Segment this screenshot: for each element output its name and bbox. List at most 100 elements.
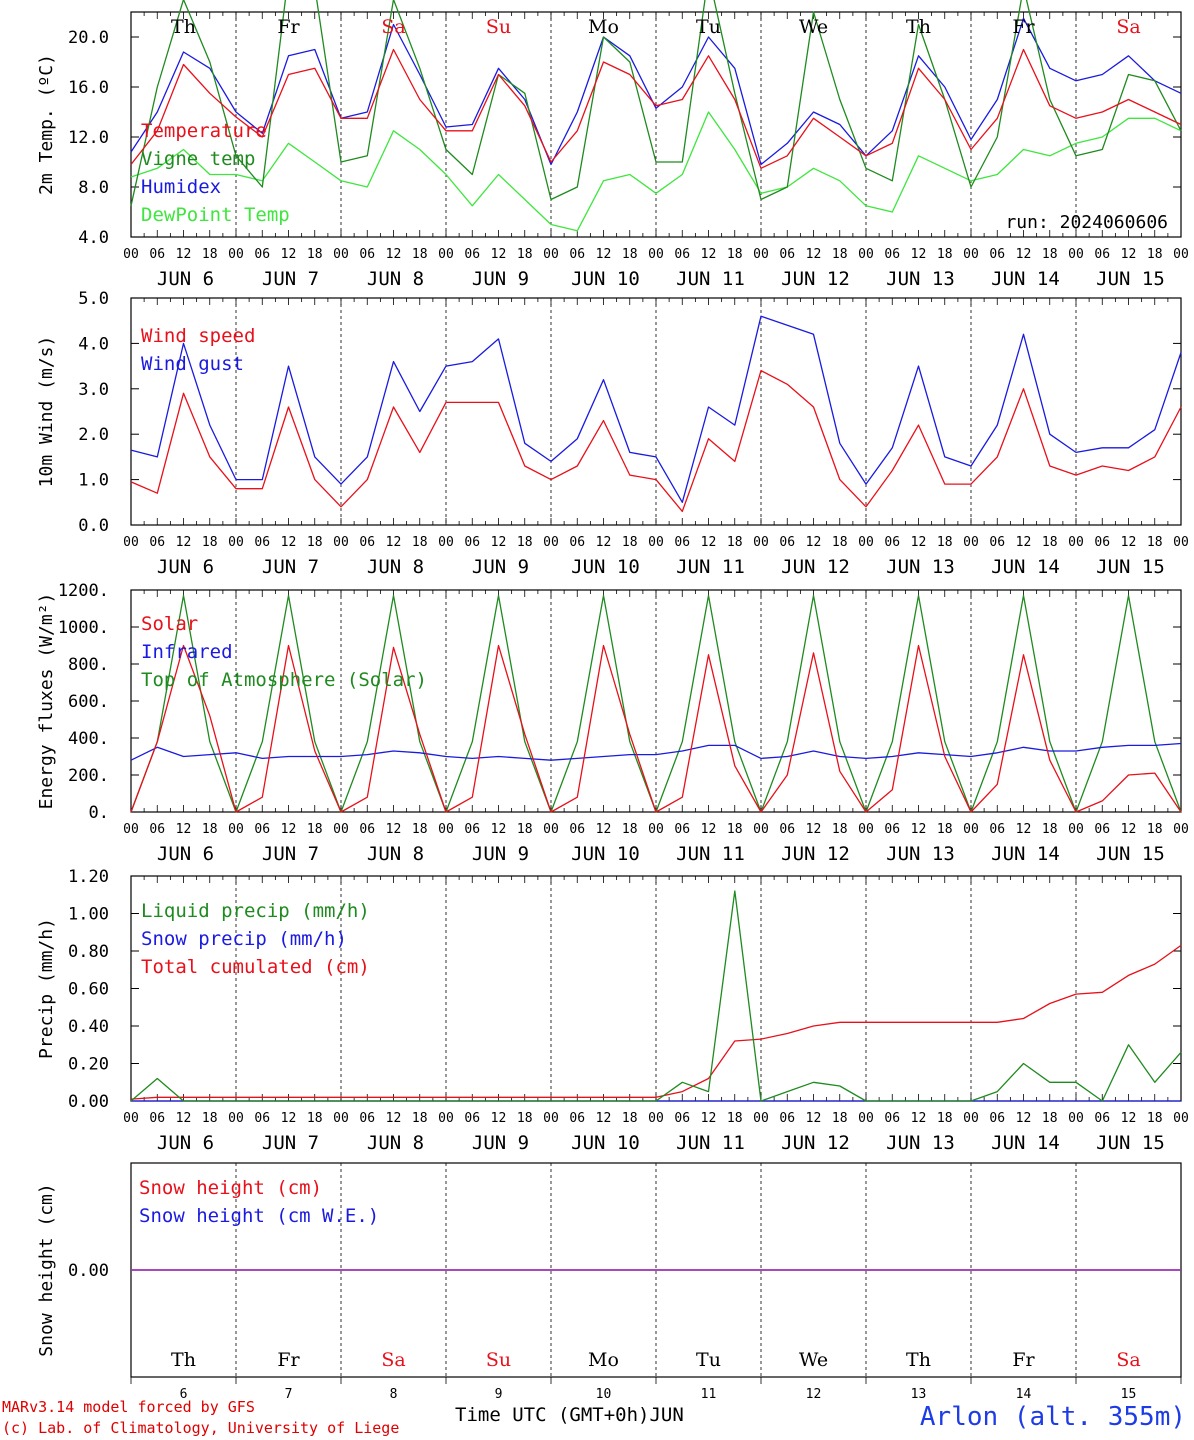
hour-label: 18 <box>727 822 743 837</box>
hour-label: 12 <box>1016 1111 1032 1126</box>
day-number-label: 14 <box>1016 1387 1032 1402</box>
hour-label: 18 <box>937 247 953 262</box>
hour-label: 12 <box>806 535 822 550</box>
weekday-label-top: Sa <box>381 16 405 38</box>
date-label: JUN 6 <box>157 843 214 865</box>
hour-label: 06 <box>569 535 585 550</box>
hour-label: 00 <box>753 1111 769 1126</box>
date-label: JUN 10 <box>571 1132 640 1154</box>
hour-label: 18 <box>1042 1111 1058 1126</box>
hour-label: 18 <box>1147 1111 1163 1126</box>
y-tick-label: 0.40 <box>68 1017 109 1037</box>
hour-label: 18 <box>1147 535 1163 550</box>
date-label: JUN 13 <box>886 556 955 578</box>
hour-label: 06 <box>1094 822 1110 837</box>
hour-label: 12 <box>176 1111 192 1126</box>
hour-label: 06 <box>989 535 1005 550</box>
hour-label: 12 <box>596 822 612 837</box>
day-number-label: 9 <box>495 1387 503 1402</box>
date-label: JUN 12 <box>781 556 850 578</box>
series-line-solar <box>130 644 1182 813</box>
y-tick-label: 800. <box>68 655 109 675</box>
date-label: JUN 13 <box>886 1132 955 1154</box>
weekday-label-bottom: Sa <box>1116 1349 1140 1371</box>
hour-label: 00 <box>543 247 559 262</box>
hour-label: 12 <box>281 822 297 837</box>
y-tick-label: 1200. <box>58 581 109 601</box>
hour-label: 00 <box>648 822 664 837</box>
series-line-wind-speed <box>130 369 1182 513</box>
hour-label: 06 <box>149 1111 165 1126</box>
y-tick-label: 8.0 <box>78 178 109 198</box>
date-label: JUN 8 <box>367 1132 424 1154</box>
weekday-label-bottom: Tu <box>696 1349 721 1371</box>
day-number-label: 15 <box>1121 1387 1137 1402</box>
hour-label: 12 <box>1121 247 1137 262</box>
hour-label: 00 <box>438 822 454 837</box>
hour-label: 00 <box>333 822 349 837</box>
hour-label: 00 <box>858 535 874 550</box>
date-label: JUN 15 <box>1096 556 1165 578</box>
hour-label: 00 <box>963 247 979 262</box>
hour-label: 12 <box>491 1111 507 1126</box>
legend-entry: Total cumulated (cm) <box>141 956 370 978</box>
series-line-wind-gust <box>130 315 1182 503</box>
hour-label: 12 <box>1016 535 1032 550</box>
hour-label: 12 <box>596 1111 612 1126</box>
date-label: JUN 11 <box>676 556 745 578</box>
weekday-label-bottom: Fr <box>277 1349 300 1371</box>
legend-entry: DewPoint Temp <box>141 204 290 226</box>
hour-label: 12 <box>701 247 717 262</box>
station-label: Arlon (alt. 355m) <box>919 1402 1186 1432</box>
hour-label: 12 <box>1121 822 1137 837</box>
legend-entry: Solar <box>141 613 198 635</box>
date-label: JUN 9 <box>472 268 529 290</box>
hour-label: 00 <box>648 1111 664 1126</box>
date-label: JUN 8 <box>367 556 424 578</box>
hour-label: 18 <box>517 1111 533 1126</box>
date-label: JUN 9 <box>472 556 529 578</box>
hour-label: 00 <box>1068 1111 1084 1126</box>
y-tick-label: 1.0 <box>78 471 109 491</box>
date-label: JUN 15 <box>1096 268 1165 290</box>
hour-label: 12 <box>701 535 717 550</box>
hour-label: 00 <box>438 535 454 550</box>
y-tick-label: 0. <box>89 803 109 823</box>
hour-label: 18 <box>412 822 428 837</box>
hour-label: 12 <box>281 535 297 550</box>
hour-label: 00 <box>1173 1111 1189 1126</box>
hour-label: 00 <box>123 1111 139 1126</box>
hour-label: 18 <box>622 1111 638 1126</box>
legend-entry: Vigne temp <box>141 148 255 170</box>
weekday-label-bottom: We <box>799 1349 828 1371</box>
date-label: JUN 15 <box>1096 1132 1165 1154</box>
y-tick-label: 5.0 <box>78 289 109 309</box>
hour-label: 18 <box>202 822 218 837</box>
hour-label: 00 <box>648 247 664 262</box>
weekday-label-bottom: Th <box>906 1349 931 1371</box>
y-tick-label: 20.0 <box>68 28 109 48</box>
day-number-label: 8 <box>390 1387 398 1402</box>
hour-label: 06 <box>884 535 900 550</box>
date-label: JUN 12 <box>781 268 850 290</box>
series-line-vigne-temp <box>130 0 1182 206</box>
hour-label: 00 <box>228 535 244 550</box>
hour-label: 18 <box>727 1111 743 1126</box>
hour-label: 12 <box>386 1111 402 1126</box>
hour-label: 18 <box>307 535 323 550</box>
hour-label: 06 <box>254 247 270 262</box>
y-tick-label: 0.0 <box>78 516 109 536</box>
date-label: JUN 14 <box>991 556 1060 578</box>
hour-label: 00 <box>963 535 979 550</box>
legend-entry: Wind speed <box>141 325 255 347</box>
hour-label: 18 <box>937 822 953 837</box>
hour-label: 06 <box>779 822 795 837</box>
y-tick-label: 0.00 <box>68 1092 109 1112</box>
hour-label: 18 <box>202 1111 218 1126</box>
hour-label: 06 <box>674 535 690 550</box>
hour-label: 12 <box>1016 822 1032 837</box>
series-line-temperature <box>130 48 1182 169</box>
y-axis-label: 10m Wind (m/s) <box>36 336 57 488</box>
hour-label: 00 <box>333 247 349 262</box>
